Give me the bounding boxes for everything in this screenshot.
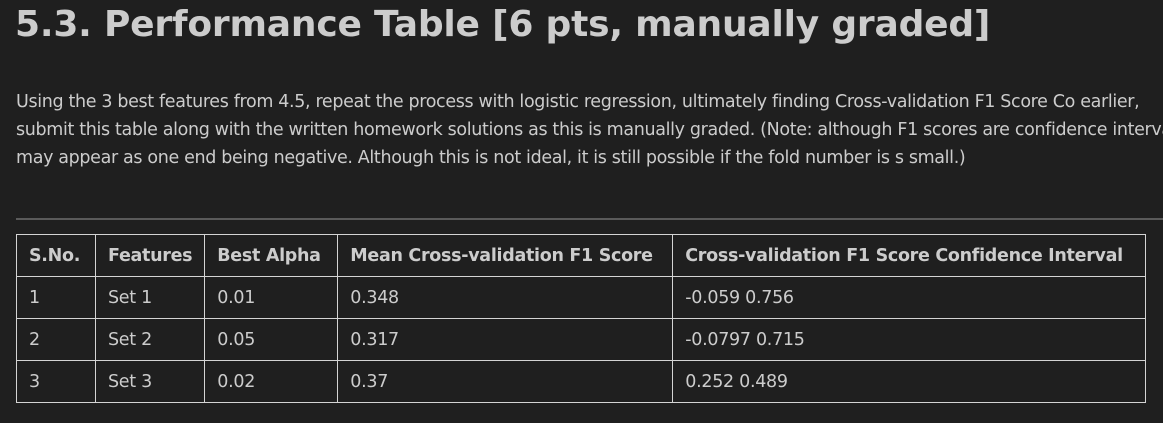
- cell-mean-f1: 0.37: [337, 360, 674, 403]
- header-best-alpha: Best Alpha: [204, 234, 339, 277]
- cell-confidence-interval: 0.252 0.489: [672, 360, 1147, 403]
- table-row: 1 Set 1 0.01 0.348 -0.059 0.756: [16, 276, 1147, 319]
- cell-features: Set 2: [94, 318, 206, 361]
- cell-best-alpha: 0.01: [204, 276, 339, 319]
- cell-mean-f1: 0.348: [337, 276, 674, 319]
- cell-mean-f1: 0.317: [337, 318, 674, 361]
- performance-table: S.No. Features Best Alpha Mean Cross-val…: [16, 234, 1147, 403]
- instructions-paragraph: Using the 3 best features from 4.5, repe…: [16, 92, 1163, 168]
- header-f1-confidence-interval: Cross-validation F1 Score Confidence Int…: [672, 234, 1147, 277]
- cell-features: Set 1: [94, 276, 206, 319]
- cell-best-alpha: 0.02: [204, 360, 339, 403]
- table-header-row: S.No. Features Best Alpha Mean Cross-val…: [16, 234, 1147, 277]
- horizontal-divider: [16, 218, 1163, 220]
- section-heading: 5.3. Performance Table [6 pts, manually …: [15, 4, 991, 45]
- header-mean-f1: Mean Cross-validation F1 Score: [337, 234, 674, 277]
- cell-sno: 1: [16, 276, 96, 319]
- cell-best-alpha: 0.05: [204, 318, 339, 361]
- header-features: Features: [94, 234, 206, 277]
- cell-confidence-interval: -0.0797 0.715: [672, 318, 1147, 361]
- cell-sno: 3: [16, 360, 96, 403]
- table-row: 3 Set 3 0.02 0.37 0.252 0.489: [16, 360, 1147, 403]
- header-sno: S.No.: [16, 234, 96, 277]
- cell-sno: 2: [16, 318, 96, 361]
- cell-confidence-interval: -0.059 0.756: [672, 276, 1147, 319]
- cell-features: Set 3: [94, 360, 206, 403]
- table-row: 2 Set 2 0.05 0.317 -0.0797 0.715: [16, 318, 1147, 361]
